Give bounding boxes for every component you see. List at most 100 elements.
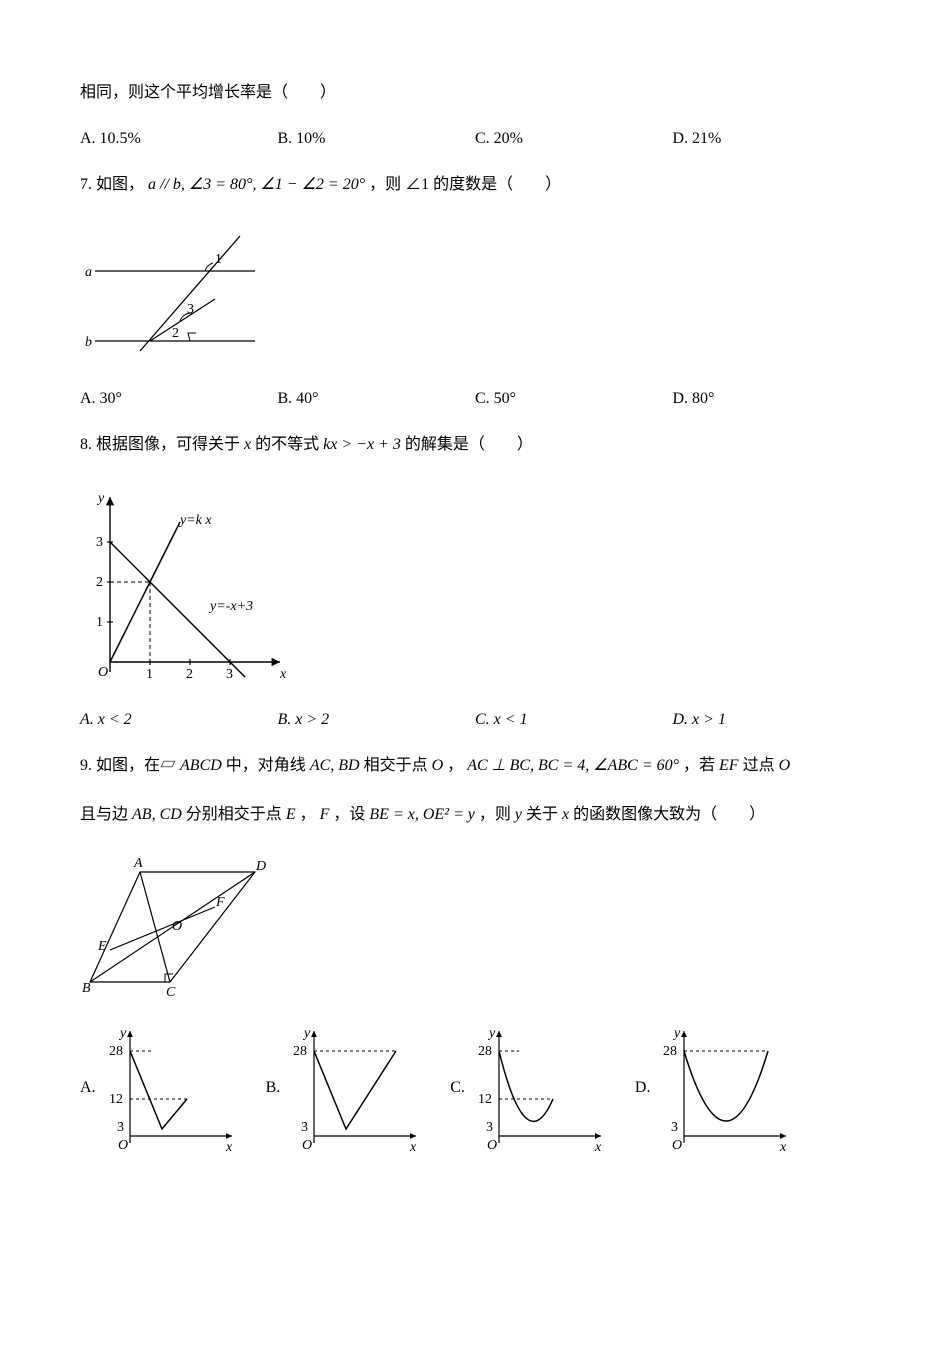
q9-label-B: B <box>82 981 91 996</box>
q7-stem-prefix: 7. 如图， <box>80 176 144 193</box>
q8-xlabel: x <box>279 667 287 682</box>
q9-y: y <box>515 806 522 823</box>
q9d-y: y <box>672 1026 681 1041</box>
q9-p1-mid2: 相交于点 <box>364 757 432 774</box>
q9-p2-suffix: 的函数图像大致为（ ） <box>573 806 765 823</box>
q6-options: A. 10.5% B. 10% C. 20% D. 21% <box>80 130 870 148</box>
q9-opt-d: D. 28 3 O x y <box>635 1021 797 1156</box>
q7-label-a: a <box>85 265 92 280</box>
q9-diagonals: AC, BD <box>310 757 360 774</box>
q9b-y3: 3 <box>301 1120 308 1135</box>
q9a-O: O <box>118 1138 128 1153</box>
q8-stem-suffix: 的解集是（ ） <box>405 436 533 453</box>
q9a-y12: 12 <box>109 1092 123 1107</box>
q7-options: A. 30° B. 40° C. 50° D. 80° <box>80 390 870 408</box>
q9-opt-c-label: C. <box>450 1079 465 1097</box>
q9a-x: x <box>225 1140 233 1155</box>
q9a-y: y <box>118 1026 127 1041</box>
q7-figure: a b 1 3 2 <box>80 221 870 376</box>
q9c-y: y <box>487 1026 496 1041</box>
q8-ytick-1: 1 <box>96 615 103 630</box>
q9-cond: AC ⊥ BC, BC = 4, ∠ABC = 60° <box>467 757 679 774</box>
q8-stem-prefix: 8. 根据图像，可得关于 <box>80 436 244 453</box>
q9-set: BE = x, OE² = y <box>369 806 474 823</box>
q8-opt-a: A. x < 2 <box>80 711 278 729</box>
q7-opt-a: A. 30° <box>80 390 278 408</box>
q9-label-A: A <box>133 856 143 871</box>
q9c-y3: 3 <box>486 1120 493 1135</box>
q9-opt-a: A. 28 12 3 O x y <box>80 1021 242 1156</box>
q8-origin: O <box>98 665 108 680</box>
q9c-O: O <box>487 1138 497 1153</box>
q9-ABCD: AB, CD <box>132 806 182 823</box>
q7-label-b: b <box>85 335 92 350</box>
q9-EF: EF <box>719 757 739 774</box>
q7-angle2: 2 <box>172 326 179 341</box>
q9d-O: O <box>672 1138 682 1153</box>
q9d-y3: 3 <box>671 1120 678 1135</box>
q9b-x: x <box>409 1140 417 1155</box>
q7-opt-c: C. 50° <box>475 390 673 408</box>
q9-parallelogram: ABCD <box>180 757 222 774</box>
q7-opt-b: B. 40° <box>278 390 476 408</box>
q9a-y3: 3 <box>117 1120 124 1135</box>
q8-stem-mid: 的不等式 <box>255 436 323 453</box>
q8-ytick-2: 2 <box>96 575 103 590</box>
q6-opt-b: B. 10% <box>278 130 476 148</box>
q9-opt-b-label: B. <box>266 1079 281 1097</box>
q9-p1-mid3: ， <box>447 757 463 774</box>
q8-opt-b: B. x > 2 <box>278 711 476 729</box>
q8-ylabel: y <box>96 491 105 506</box>
q9-stem-line1: 9. 如图，在▱ ABCD 中，对角线 AC, BD 相交于点 O ， AC ⊥… <box>80 753 870 779</box>
q9a-y28: 28 <box>109 1044 123 1059</box>
q7-stem-suffix: ，则 ∠1 的度数是（ ） <box>369 176 561 193</box>
q8-xtick-2: 2 <box>186 667 193 682</box>
q7-stem: 7. 如图， a // b, ∠3 = 80°, ∠1 − ∠2 = 20° ，… <box>80 172 870 198</box>
q9c-x: x <box>594 1140 602 1155</box>
q8-opt-d: D. x > 1 <box>673 711 871 729</box>
q9-p1-mid5: 过点 <box>743 757 779 774</box>
q7-angle1: 1 <box>215 252 222 267</box>
q9-label-C: C <box>166 985 176 1000</box>
q9b-y28: 28 <box>293 1044 307 1059</box>
q8-ytick-3: 3 <box>96 535 103 550</box>
q9c-y28: 28 <box>478 1044 492 1059</box>
q8-var: x <box>244 436 251 453</box>
q9-O2: O <box>779 757 791 774</box>
q6-opt-d: D. 21% <box>673 130 871 148</box>
q8-line1-label: y=k x <box>178 513 212 528</box>
q9-opt-b: B. 28 3 O x y <box>266 1021 427 1156</box>
q9b-O: O <box>302 1138 312 1153</box>
q9-O: O <box>432 757 444 774</box>
q7-opt-d: D. 80° <box>673 390 871 408</box>
q9d-y28: 28 <box>663 1044 677 1059</box>
q9b-y: y <box>302 1026 311 1041</box>
q9-p1-mid1: 中，对角线 <box>226 757 310 774</box>
q9-p1-pre: 9. 如图，在▱ <box>80 757 180 774</box>
q9-opt-d-label: D. <box>635 1079 651 1097</box>
q9-stem-line2: 且与边 AB, CD 分别相交于点 E ， F ，设 BE = x, OE² =… <box>80 802 870 828</box>
q9-options: A. 28 12 3 O x y B. <box>80 1021 870 1156</box>
q8-options: A. x < 2 B. x > 2 C. x < 1 D. x > 1 <box>80 711 870 729</box>
q8-xtick-1: 1 <box>146 667 153 682</box>
q9-label-O: O <box>172 919 182 934</box>
q6-opt-c: C. 20% <box>475 130 673 148</box>
q9-p2-mid1: 分别相交于点 <box>186 806 286 823</box>
q9-p2-mid2: ， <box>300 806 316 823</box>
q6-opt-a: A. 10.5% <box>80 130 278 148</box>
q9-F: F <box>320 806 330 823</box>
q9-p1-mid4: ，若 <box>683 757 719 774</box>
q8-stem: 8. 根据图像，可得关于 x 的不等式 kx > −x + 3 的解集是（ ） <box>80 432 870 458</box>
q9-p2-mid4: ，则 <box>479 806 515 823</box>
q9c-y12: 12 <box>478 1092 492 1107</box>
q8-figure: O x y 1 2 3 1 2 3 y=k x y=-x+3 <box>80 482 870 697</box>
q6-tail-text: 相同，则这个平均增长率是（ ） <box>80 80 870 106</box>
q7-angle3: 3 <box>187 302 194 317</box>
q9-p2-mid3: ，设 <box>333 806 369 823</box>
q9-label-D: D <box>255 859 266 874</box>
q9-figure: A D B C E F O <box>80 852 870 1007</box>
q9-label-F: F <box>215 895 225 910</box>
q8-xtick-3: 3 <box>226 667 233 682</box>
q8-line2-label: y=-x+3 <box>208 599 253 614</box>
q9-x: x <box>562 806 569 823</box>
